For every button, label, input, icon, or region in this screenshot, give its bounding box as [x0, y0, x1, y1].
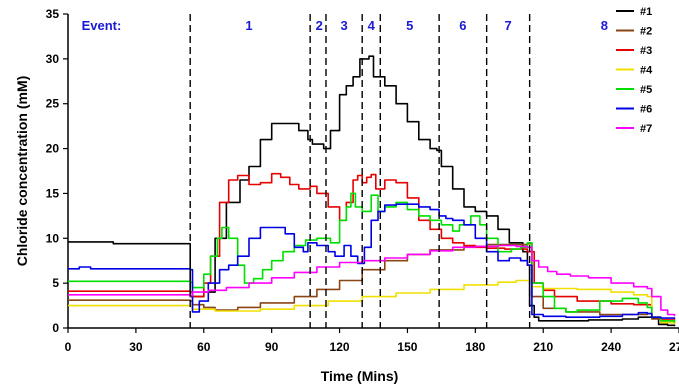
y-tick-label: 25 [46, 97, 60, 111]
legend: #1 #2 #3 #4 #5 #6 #7 [616, 6, 653, 135]
legend-label: #4 [640, 65, 653, 77]
legend-label: #1 [640, 6, 652, 18]
event-label: 3 [340, 18, 347, 33]
legend-label: #3 [640, 45, 652, 57]
event-label: 2 [316, 18, 323, 33]
y-tick-label: 15 [46, 186, 60, 200]
series-line-2 [68, 242, 676, 324]
event-label: 8 [601, 18, 608, 33]
legend-label: #5 [640, 84, 652, 96]
event-label: 6 [459, 18, 466, 33]
x-tick-label: 240 [601, 340, 621, 354]
event-layer: Event: 1 2 3 4 5 6 7 8 [82, 14, 608, 328]
x-tick-label: 0 [65, 340, 72, 354]
legend-label: #7 [640, 123, 652, 135]
event-label: 1 [245, 18, 252, 33]
y-tick-label: 0 [52, 321, 59, 335]
legend-label: #2 [640, 26, 652, 38]
series-line-4 [68, 279, 676, 325]
y-tick-label: 10 [46, 231, 60, 245]
x-tick-label: 90 [265, 340, 279, 354]
series-line-1 [68, 55, 676, 327]
event-title: Event: [82, 18, 122, 33]
y-axis-title: Chloride concentration (mM) [14, 76, 30, 267]
x-axis-title: Time (Mins) [321, 368, 399, 384]
y-tick-label: 20 [46, 142, 60, 156]
series-layer [68, 55, 676, 327]
x-tick-label: 270 [669, 340, 679, 354]
x-tick-label: 30 [129, 340, 143, 354]
axes-layer: 051015202530350306090120150180210240270 [46, 7, 679, 354]
x-tick-label: 60 [197, 340, 211, 354]
series-line-6 [68, 203, 676, 319]
series-line-7 [68, 244, 676, 317]
y-tick-label: 30 [46, 52, 60, 66]
y-tick-label: 5 [52, 276, 59, 290]
y-tick-label: 35 [46, 7, 60, 21]
event-label: 4 [368, 18, 376, 33]
x-tick-label: 180 [465, 340, 485, 354]
legend-label: #6 [640, 104, 652, 116]
event-label: 5 [406, 18, 413, 33]
event-label: 7 [505, 18, 512, 33]
series-line-5 [68, 192, 676, 323]
x-tick-label: 150 [397, 340, 417, 354]
x-tick-label: 120 [330, 340, 350, 354]
x-tick-label: 210 [533, 340, 553, 354]
